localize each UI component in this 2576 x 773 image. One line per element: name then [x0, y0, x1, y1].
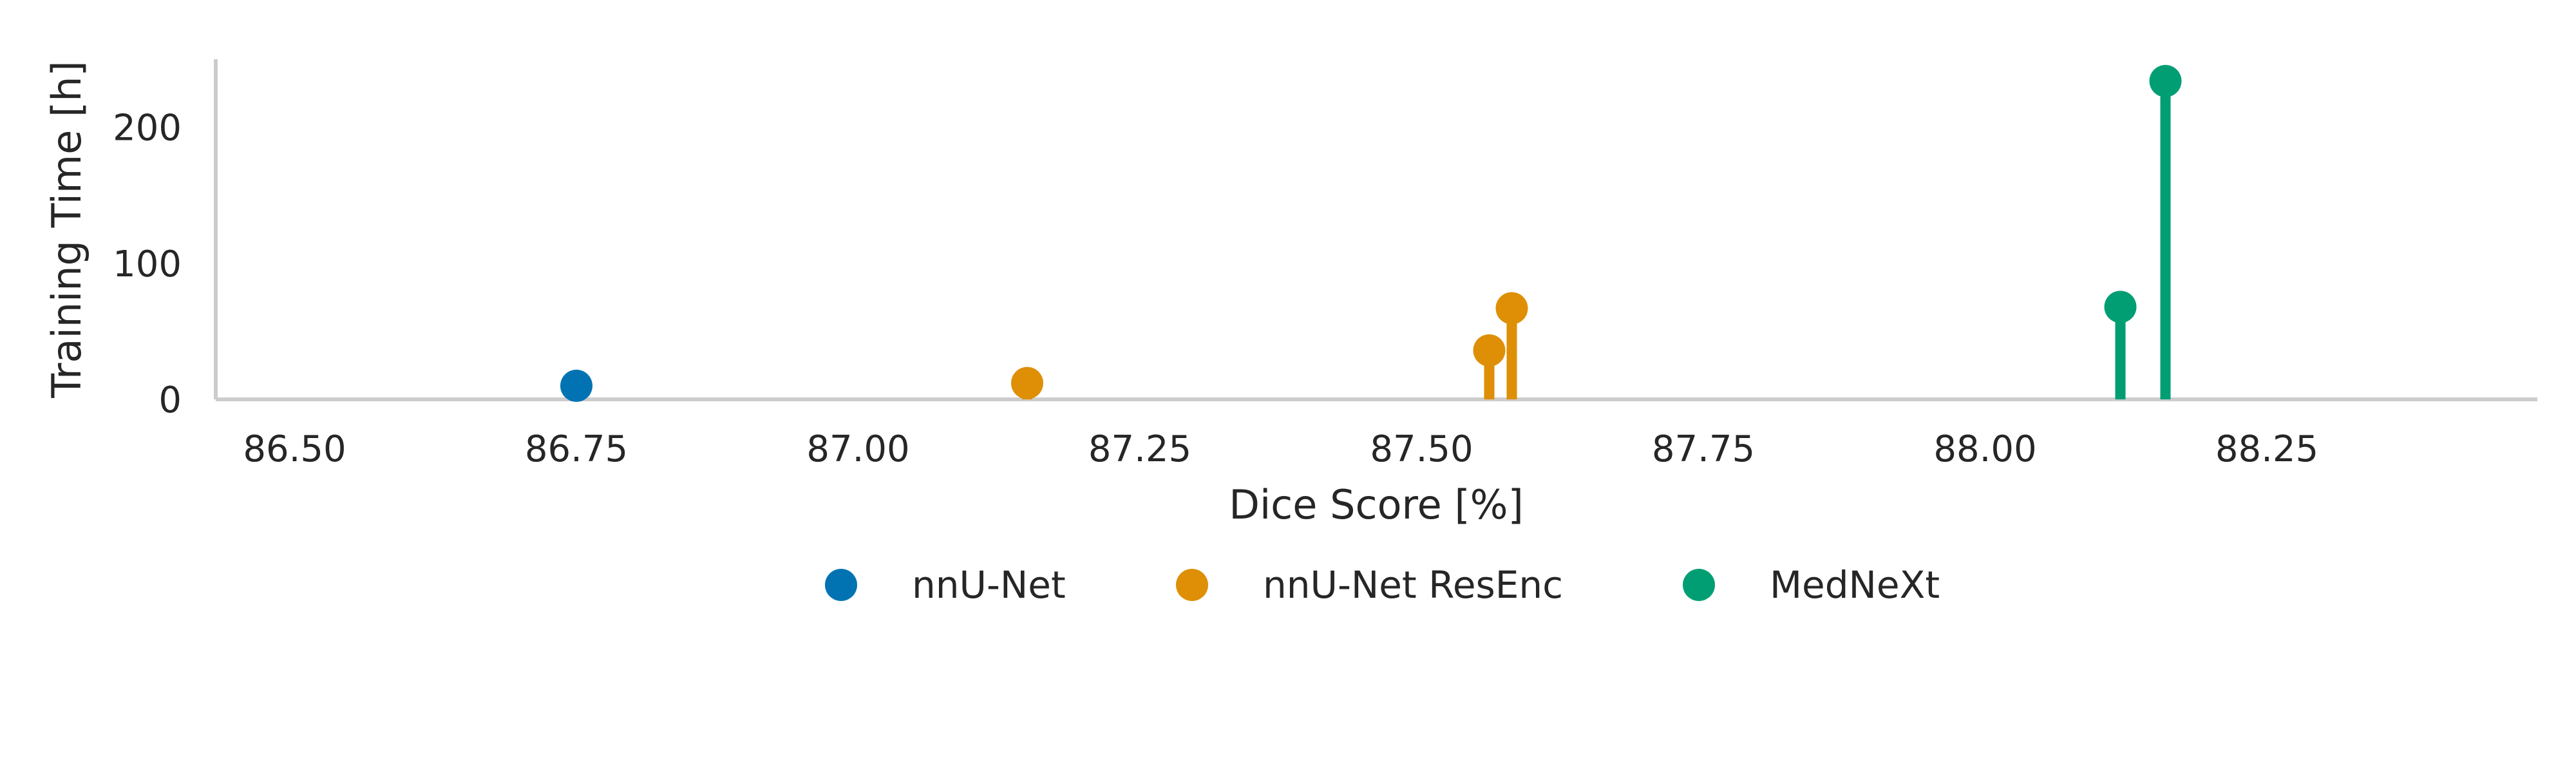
- y-tick-labels: 0 100 200: [113, 108, 182, 421]
- legend-item: nnU-Net: [825, 563, 1066, 607]
- legend-marker: [1176, 569, 1208, 601]
- legend-label: nnU-Net ResEnc: [1263, 563, 1563, 607]
- x-tick-label: 87.00: [806, 428, 909, 470]
- legend-label: MedNeXt: [1770, 563, 1940, 607]
- data-point: [2149, 64, 2182, 97]
- y-tick-label: 100: [113, 243, 182, 285]
- data-point: [1473, 334, 1506, 367]
- x-axis-label: Dice Score [%]: [1229, 481, 1524, 528]
- x-tick-label: 87.50: [1370, 428, 1473, 470]
- x-tick-label: 86.75: [525, 428, 628, 470]
- x-tick-labels: 86.50 86.75 87.00 87.25 87.50 87.75 88.00 88.25: [243, 428, 2318, 470]
- legend-marker: [1683, 569, 1715, 601]
- data-marks: [560, 64, 2182, 402]
- x-tick-label: 87.25: [1088, 428, 1191, 470]
- axes: [214, 59, 2537, 401]
- data-point: [1011, 367, 1043, 399]
- legend-label: nnU-Net: [912, 563, 1066, 607]
- data-point: [2104, 291, 2137, 323]
- x-tick-label: 88.25: [2215, 428, 2318, 470]
- legend-item: MedNeXt: [1683, 563, 1940, 607]
- data-point: [1495, 292, 1528, 325]
- x-tick-label: 88.00: [1933, 428, 2036, 470]
- legend: nnU-Net nnU-Net ResEnc MedNeXt: [825, 563, 1940, 607]
- data-point: [560, 369, 592, 402]
- legend-marker: [825, 569, 857, 601]
- x-tick-label: 87.75: [1652, 428, 1755, 470]
- x-tick-label: 86.50: [243, 428, 346, 470]
- legend-item: nnU-Net ResEnc: [1176, 563, 1563, 607]
- y-axis-label: Training Time [h]: [43, 61, 90, 398]
- y-tick-label: 200: [113, 108, 182, 149]
- y-tick-label: 0: [158, 379, 182, 421]
